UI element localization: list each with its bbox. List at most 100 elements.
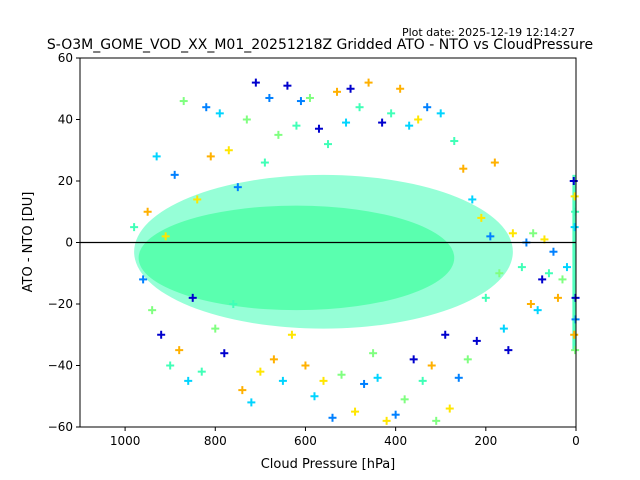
data-point — [450, 137, 459, 146]
data-point — [360, 379, 369, 388]
data-point — [328, 413, 337, 422]
data-point — [558, 275, 567, 284]
data-point — [570, 223, 579, 232]
data-point — [409, 355, 418, 364]
data-point — [427, 361, 436, 370]
data-point — [463, 355, 472, 364]
y-tick-label: 20 — [58, 174, 73, 188]
data-point — [256, 367, 265, 376]
y-tick-label: 40 — [58, 113, 73, 127]
data-point — [184, 376, 193, 385]
y-axis-label: ATO - NTO [DU] — [21, 192, 36, 293]
y-tick-label: 0 — [65, 236, 73, 250]
data-point — [504, 346, 513, 355]
data-point — [382, 416, 391, 425]
data-point — [305, 93, 314, 102]
data-point — [355, 103, 364, 112]
data-point — [526, 300, 535, 308]
data-point — [247, 398, 256, 407]
x-axis-label: Cloud Pressure [hPa] — [261, 457, 396, 472]
data-point — [369, 349, 378, 358]
x-tick-label: 400 — [384, 434, 407, 448]
data-point — [477, 213, 486, 222]
data-point — [529, 229, 538, 238]
data-point — [346, 84, 355, 93]
data-point — [517, 263, 526, 272]
data-point — [570, 192, 579, 201]
dense-cloud-edge — [572, 174, 576, 351]
data-point — [278, 376, 287, 385]
data-point — [538, 275, 547, 284]
data-point — [274, 130, 283, 139]
data-point — [445, 404, 454, 413]
dense-cloud-core — [138, 205, 455, 311]
data-point — [314, 124, 323, 133]
data-point — [166, 361, 175, 370]
x-tick-label: 600 — [294, 434, 317, 448]
data-point — [224, 146, 233, 155]
data-point — [333, 87, 342, 96]
data-point — [148, 306, 157, 315]
data-point — [562, 263, 571, 272]
data-point — [373, 373, 382, 382]
x-tick-label: 800 — [204, 434, 227, 448]
data-point — [292, 121, 301, 130]
data-point — [364, 78, 373, 87]
data-point — [296, 97, 305, 106]
data-point — [486, 232, 495, 241]
dense-point-bands — [134, 174, 576, 351]
data-point — [175, 346, 184, 355]
data-point — [468, 195, 477, 204]
data-point — [139, 275, 148, 284]
data-point — [418, 376, 427, 385]
chart-title: S-O3M_GOME_VOD_XX_M01_20251218Z Gridded … — [47, 37, 593, 53]
data-point — [351, 407, 360, 416]
data-point — [454, 373, 463, 382]
data-point — [441, 330, 450, 339]
data-point — [211, 324, 220, 333]
data-point — [197, 367, 206, 376]
data-point — [571, 346, 580, 355]
data-point — [238, 386, 247, 395]
data-point — [570, 330, 579, 339]
data-point — [143, 207, 152, 216]
data-point — [423, 103, 432, 112]
plot-date-label: Plot date: 2025-12-19 12:14:27 — [402, 26, 575, 39]
y-tick-label: −40 — [48, 359, 73, 373]
data-point — [481, 293, 490, 302]
data-point — [549, 247, 558, 256]
data-point — [233, 183, 242, 192]
data-point — [391, 410, 400, 419]
data-point — [495, 269, 504, 278]
data-point — [400, 395, 409, 404]
data-point — [260, 158, 269, 167]
data-point — [188, 293, 197, 302]
data-point — [193, 195, 202, 204]
data-point — [287, 330, 296, 339]
data-point — [130, 223, 139, 232]
data-point — [569, 177, 578, 185]
data-point — [405, 121, 414, 130]
data-point — [242, 115, 251, 124]
data-point — [342, 118, 351, 127]
data-point — [553, 293, 562, 302]
x-tick-label: 200 — [474, 434, 497, 448]
data-point — [179, 97, 188, 106]
data-point — [459, 164, 468, 173]
data-point — [319, 376, 328, 385]
data-point — [202, 103, 211, 112]
y-tick-label: −20 — [48, 297, 73, 311]
data-point — [533, 306, 542, 315]
data-point — [251, 78, 260, 87]
y-axis: −60 −40 −20 0 20 40 60 — [48, 51, 80, 434]
data-point — [152, 152, 161, 161]
data-point — [229, 300, 238, 308]
data-point — [324, 140, 332, 149]
data-point — [265, 93, 274, 102]
x-axis: 1000 800 600 400 200 0 — [110, 427, 580, 448]
x-tick-label: 0 — [572, 434, 580, 448]
data-point — [215, 109, 224, 118]
data-point — [170, 170, 179, 179]
data-point — [269, 355, 278, 364]
